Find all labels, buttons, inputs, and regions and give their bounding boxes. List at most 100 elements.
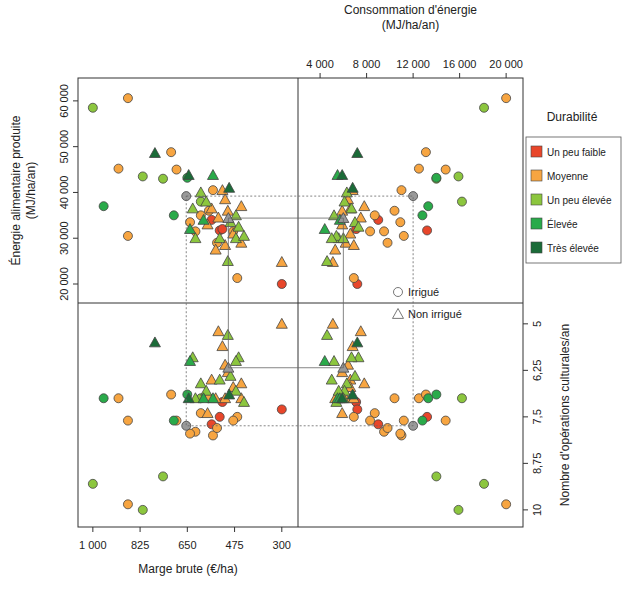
point — [319, 356, 330, 366]
mean-links — [186, 196, 413, 426]
point — [222, 330, 233, 340]
panel-marge-energie — [88, 94, 287, 289]
point — [337, 393, 348, 403]
tick — [73, 100, 78, 101]
point — [383, 424, 392, 433]
point — [195, 187, 206, 197]
point — [215, 412, 224, 421]
point — [337, 205, 348, 215]
tick — [523, 323, 528, 324]
point — [432, 173, 441, 182]
legend-marker — [393, 309, 404, 319]
panel-consommation-operations — [319, 318, 510, 514]
tick — [234, 527, 235, 532]
tick — [459, 73, 460, 78]
point — [424, 202, 433, 211]
legend-box — [526, 137, 621, 263]
axis-title: (MJ/ha/an) — [24, 162, 38, 219]
tick-label: 4 000 — [306, 58, 334, 70]
point — [359, 201, 370, 211]
point — [217, 341, 228, 351]
tick — [523, 416, 528, 417]
point — [397, 186, 406, 195]
tick — [73, 192, 78, 193]
point — [230, 356, 241, 366]
point — [207, 170, 218, 180]
point — [276, 318, 287, 328]
axis-title: (MJ/ha/an) — [382, 18, 439, 32]
legend-label: Très élevée — [547, 243, 599, 254]
point — [138, 172, 147, 181]
point — [183, 393, 194, 403]
point — [480, 103, 489, 112]
mean-links — [228, 218, 343, 368]
tick — [320, 73, 321, 78]
tick — [413, 73, 414, 78]
tick-label: 50 000 — [58, 130, 70, 164]
point — [383, 238, 392, 247]
point — [123, 416, 132, 425]
tick-label: 300 — [273, 539, 291, 551]
legend-label: Moyenne — [547, 171, 589, 182]
point — [214, 374, 225, 384]
point — [502, 94, 511, 103]
legend-label: Élevée — [547, 218, 578, 230]
legend-label: Irrigué — [408, 286, 439, 298]
tick — [506, 73, 507, 78]
point — [396, 218, 405, 227]
legend-label: Un peu élevée — [547, 195, 612, 206]
point — [370, 211, 379, 220]
point — [330, 244, 341, 254]
point — [276, 257, 287, 267]
point — [167, 148, 176, 157]
point — [169, 416, 178, 425]
axis-title: Nombre d'opérations culturales/an — [558, 324, 572, 506]
tick-label: 40 000 — [58, 176, 70, 210]
point — [208, 186, 217, 195]
point — [239, 396, 250, 406]
legend-swatch — [531, 242, 542, 253]
legend-swatch — [531, 218, 542, 229]
point — [390, 394, 399, 403]
point — [348, 240, 359, 250]
mean-link — [228, 218, 343, 368]
point — [88, 479, 97, 488]
point — [198, 393, 209, 403]
point — [99, 394, 108, 403]
tick — [523, 370, 528, 371]
point — [359, 378, 370, 388]
point — [149, 337, 160, 347]
tick — [73, 238, 78, 239]
point — [159, 174, 168, 183]
point — [355, 326, 366, 336]
legend-swatch — [531, 146, 542, 157]
chart: 1 0008256504753004 0008 00012 00016 0002… — [0, 0, 638, 597]
point — [187, 203, 198, 213]
tick — [523, 509, 528, 510]
point — [441, 416, 450, 425]
tick-label: 475 — [225, 539, 243, 551]
tick-label: 20 000 — [489, 58, 523, 70]
point — [229, 416, 238, 425]
point — [352, 337, 363, 347]
tick-label: 10 — [531, 504, 543, 516]
tick-label: 6,25 — [531, 360, 543, 381]
point — [457, 197, 466, 206]
point — [366, 227, 375, 236]
tick — [281, 527, 282, 532]
point — [198, 214, 209, 224]
legend-label: Non irrigué — [408, 308, 462, 320]
point — [322, 330, 333, 340]
point — [418, 416, 427, 425]
point — [374, 420, 383, 429]
point — [347, 182, 358, 192]
point — [233, 221, 244, 231]
point — [201, 196, 212, 206]
legend-label: Un peu faible — [547, 147, 606, 158]
point — [172, 165, 181, 174]
point — [399, 416, 408, 425]
point — [346, 352, 357, 362]
tick — [523, 463, 528, 464]
point — [236, 378, 247, 388]
point — [213, 424, 222, 433]
